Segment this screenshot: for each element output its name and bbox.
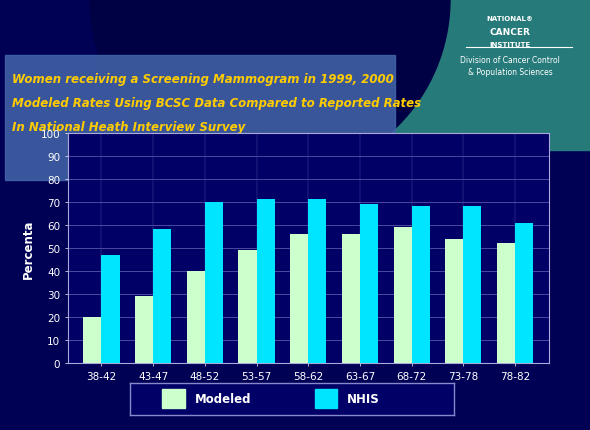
- Text: Women receiving a Screening Mammogram in 1999, 2000: Women receiving a Screening Mammogram in…: [12, 73, 394, 86]
- Bar: [83, 317, 101, 363]
- X-axis label: Age: Age: [294, 385, 323, 398]
- Text: Modeled: Modeled: [195, 392, 251, 405]
- Bar: [342, 234, 360, 363]
- Bar: [238, 251, 257, 363]
- Bar: [162, 389, 185, 408]
- Bar: [394, 227, 412, 363]
- Bar: [187, 271, 205, 363]
- Bar: [515, 223, 533, 363]
- Bar: [412, 207, 430, 363]
- Text: INSTITUTE: INSTITUTE: [489, 42, 530, 48]
- Bar: [463, 207, 481, 363]
- Circle shape: [90, 0, 450, 180]
- Bar: [340, 0, 590, 150]
- Text: Division of Cancer Control: Division of Cancer Control: [460, 56, 560, 65]
- Wedge shape: [390, 0, 590, 68]
- Bar: [497, 244, 515, 363]
- Bar: [205, 202, 223, 363]
- Bar: [290, 234, 308, 363]
- Bar: [308, 200, 326, 363]
- Text: Modeled Rates Using BCSC Data Compared to Reported Rates: Modeled Rates Using BCSC Data Compared t…: [12, 97, 421, 110]
- Bar: [5, 56, 395, 181]
- Y-axis label: Percenta: Percenta: [22, 218, 35, 278]
- Bar: [153, 230, 171, 363]
- Bar: [445, 239, 463, 363]
- Text: NATIONAL®: NATIONAL®: [487, 16, 533, 22]
- Bar: [257, 200, 275, 363]
- Text: & Population Sciences: & Population Sciences: [468, 68, 552, 77]
- Bar: [360, 205, 378, 363]
- Bar: [315, 389, 337, 408]
- Bar: [101, 255, 120, 363]
- Bar: [135, 297, 153, 363]
- Text: CANCER: CANCER: [490, 28, 530, 37]
- Text: In National Heath Interview Survey: In National Heath Interview Survey: [12, 121, 245, 134]
- Text: NHIS: NHIS: [347, 392, 380, 405]
